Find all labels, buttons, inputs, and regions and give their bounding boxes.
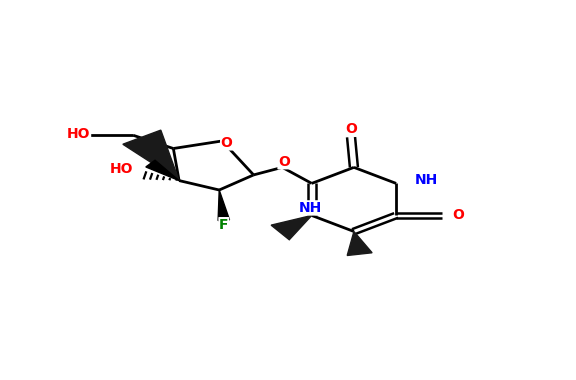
Text: O: O [345,122,357,136]
Text: NH: NH [299,201,322,215]
Text: O: O [221,136,233,150]
Text: O: O [278,155,290,169]
Text: HO: HO [67,127,90,141]
Polygon shape [123,130,179,180]
Polygon shape [218,190,229,220]
Polygon shape [347,231,372,255]
Text: NH: NH [414,173,438,187]
Text: HO: HO [110,162,134,176]
Polygon shape [271,215,312,240]
Polygon shape [146,160,179,180]
Text: O: O [452,209,464,222]
Text: F: F [219,218,229,232]
